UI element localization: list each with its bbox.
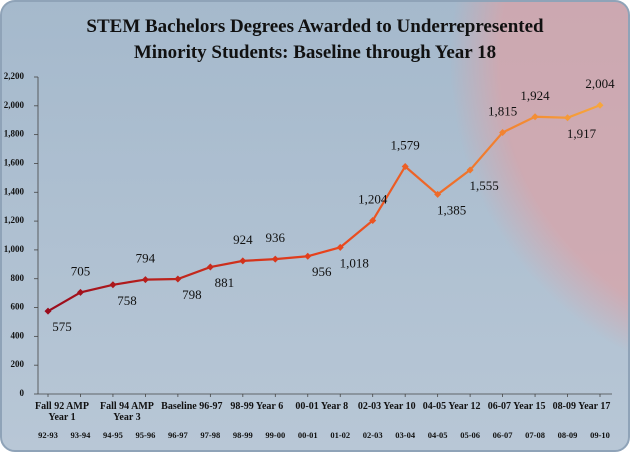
marker [564,114,572,122]
x-year-label: 02-03 [363,430,383,440]
y-tick-label: 400 [11,330,25,340]
x-year-label: 05-06 [460,430,480,440]
marker [109,281,117,289]
x-year-label: 99-00 [265,430,285,440]
x-year-label: 08-09 [558,430,578,440]
data-label: 1,579 [391,137,420,152]
marker [531,113,539,121]
y-tick-label: 1,800 [4,129,25,139]
x-year-label: 03-04 [395,430,416,440]
y-tick-label: 1,600 [4,158,25,168]
x-year-label: 06-07 [493,430,514,440]
data-label: 758 [117,293,137,308]
y-tick-label: 200 [11,359,25,369]
marker [141,276,149,284]
x-year-label: 07-08 [525,430,545,440]
x-year-label: 01-02 [330,430,350,440]
x-year-label: 93-94 [71,430,92,440]
title-box: STEM Bachelors Degrees Awarded to Underr… [86,16,544,63]
decoration [450,1,629,390]
y-tick-label: 2,000 [4,100,25,110]
y-tick-label: 1,200 [4,215,25,225]
marker [401,162,409,170]
marker [271,255,279,263]
data-label: 1,917 [567,126,597,141]
data-label: 1,204 [358,191,388,206]
x-year-label: 09-10 [590,430,610,440]
data-label: 1,924 [520,88,550,103]
marker [304,252,312,260]
data-label: 924 [233,232,253,247]
x-tick-label: 98-99 Year 6 [230,401,284,412]
x-tick-label: Fall 92 AMP Year 1 [35,401,89,423]
data-label: 1,385 [437,202,466,217]
data-label: 798 [182,287,202,302]
x-year-label: 04-05 [428,430,448,440]
x-tick-label: 08-09 Year 17 [552,401,611,412]
x-tick-label: 04-05 Year 12 [422,401,481,412]
y-tick-label: 1,000 [4,244,25,254]
marker [76,288,84,296]
marker [239,257,247,265]
x-year-label: 94-95 [103,430,123,440]
data-label: 956 [312,264,332,279]
marker [336,243,344,251]
y-tick-label: 600 [11,302,25,312]
y-tick-label: 0 [20,388,25,398]
x-tick-label: 06-07 Year 15 [487,401,546,412]
data-label: 794 [136,251,156,266]
x-year-label: 00-01 [298,430,318,440]
data-label: 881 [215,275,235,290]
x-tick-label: Baseline 96-97 [161,401,223,412]
marker [369,217,377,225]
marker [434,190,442,198]
data-label: 1,018 [340,255,369,270]
x-year-label: 92-93 [38,430,58,440]
x-year-label: 95-96 [135,430,155,440]
y-tick-label: 2,200 [4,71,25,81]
y-tick-label: 1,400 [4,186,25,196]
marker [499,128,507,136]
data-label: 936 [266,230,286,245]
marker [44,307,52,315]
x-tick-label: Fall 94 AMP Year 3 [99,401,154,423]
x-tick-label: 00-01 Year 8 [295,401,349,412]
data-label: 2,004 [585,76,615,91]
marker [206,263,214,271]
data-label: 575 [52,319,72,334]
marker [174,275,182,283]
y-tick-label: 800 [11,273,25,283]
data-label: 705 [71,263,91,278]
chart-title: STEM Bachelors Degrees Awarded to Underr… [86,16,544,63]
x-year-label: 96-97 [168,430,189,440]
marker [466,166,474,174]
x-year-label: 98-99 [233,430,253,440]
data-label: 1,555 [469,178,498,193]
line [47,104,601,313]
data-label: 1,815 [488,103,517,118]
marker [596,101,604,109]
x-year-label: 97-98 [200,430,220,440]
x-tick-label: 02-03 Year 10 [357,401,416,412]
